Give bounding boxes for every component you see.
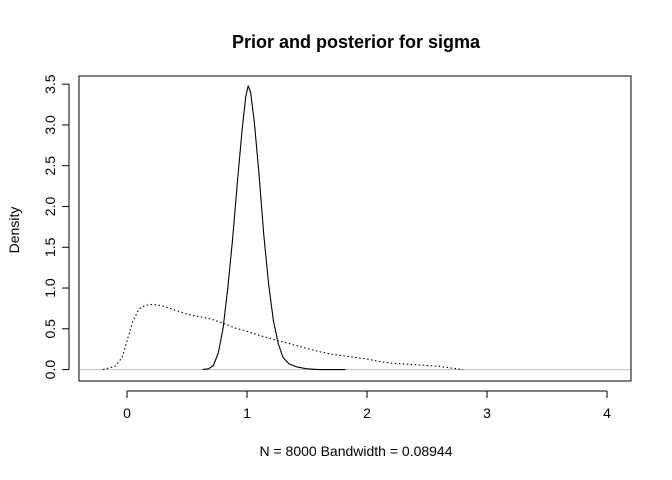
- plot-frame: [78, 75, 632, 382]
- x-tick-label: 3: [483, 405, 491, 421]
- y-tick-label: 2.0: [42, 197, 58, 217]
- chart-title: Prior and posterior for sigma: [232, 32, 481, 52]
- y-tick-label: 0.5: [42, 319, 58, 339]
- x-tick-label: 4: [603, 405, 611, 421]
- y-tick-label: 2.5: [42, 156, 58, 176]
- x-axis: 0 1 2 3 4: [123, 390, 611, 421]
- x-tick-label: 2: [363, 405, 371, 421]
- y-axis-label: Density: [6, 207, 22, 254]
- y-axis: 0.0 0.5 1.0 1.5 2.0 2.5 3.0 3.5: [42, 74, 70, 380]
- y-tick-label: 0.0: [42, 360, 58, 380]
- y-tick-label: 1.0: [42, 278, 58, 298]
- y-tick-label: 3.5: [42, 74, 58, 94]
- series-group: [102, 85, 464, 371]
- posterior-density-line: [202, 85, 346, 371]
- x-tick-label: 1: [243, 405, 251, 421]
- x-axis-label: N = 8000 Bandwidth = 0.08944: [259, 443, 452, 459]
- y-tick-label: 1.5: [42, 237, 58, 257]
- x-tick-label: 0: [123, 405, 131, 421]
- y-tick-label: 3.0: [42, 115, 58, 135]
